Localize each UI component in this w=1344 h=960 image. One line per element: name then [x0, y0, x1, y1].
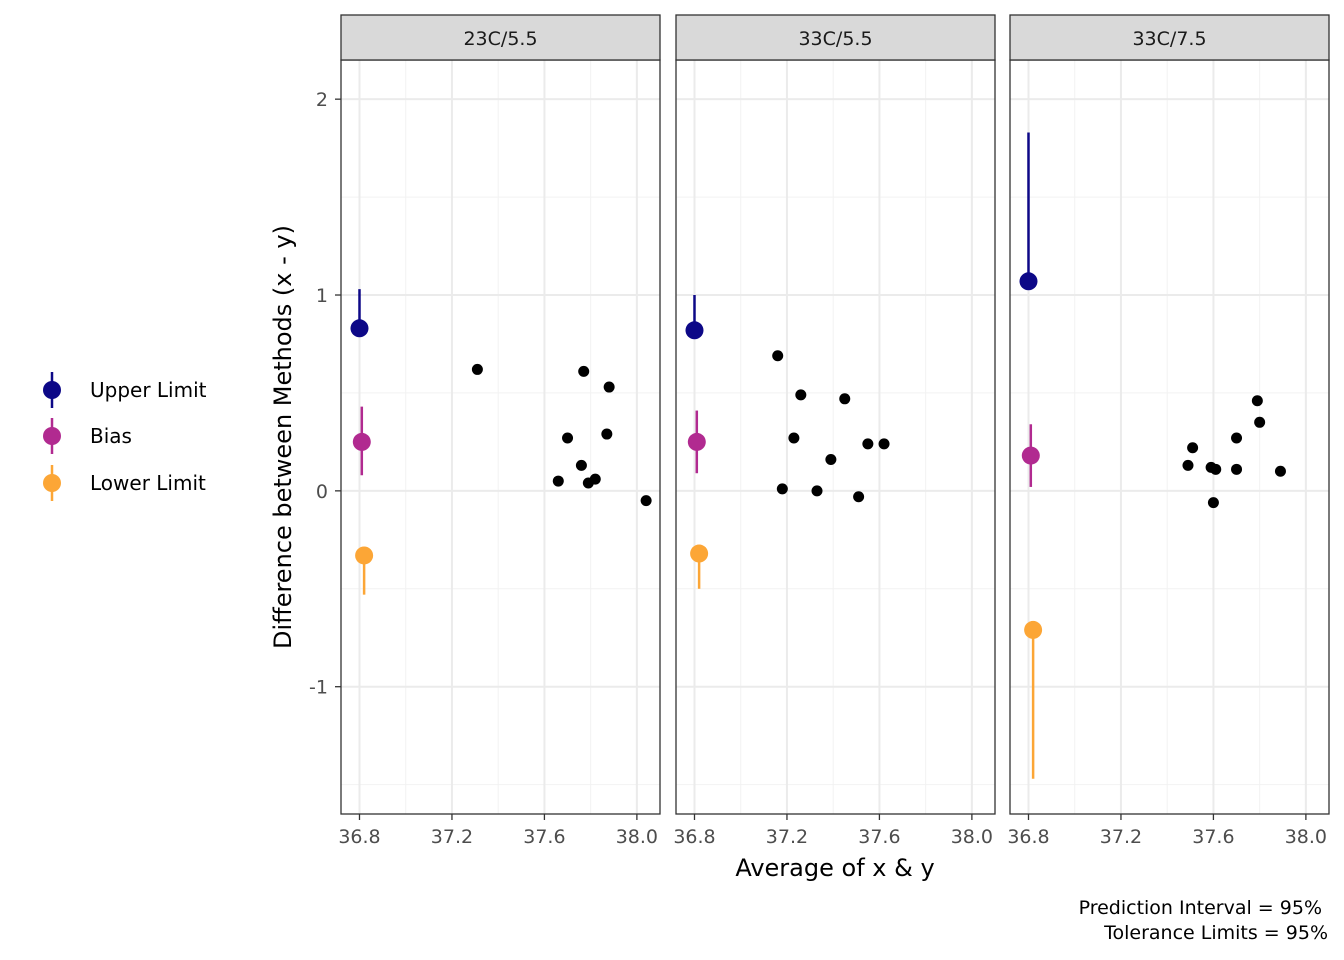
strip-background	[1009, 14, 1330, 61]
x-tick-label: 37.2	[431, 826, 473, 848]
upper-limit-point	[350, 319, 369, 338]
legend-label: Bias	[90, 424, 132, 448]
lower-limit-point	[1024, 620, 1043, 639]
data-point	[601, 428, 613, 440]
x-tick-label: 37.2	[766, 826, 808, 848]
data-point	[603, 381, 615, 393]
x-tick-label: 36.8	[1007, 826, 1049, 848]
legend-label: Lower Limit	[90, 471, 206, 495]
data-point	[640, 495, 652, 507]
data-point	[776, 483, 788, 495]
data-point	[562, 432, 574, 444]
data-point	[589, 473, 601, 485]
data-point	[1210, 463, 1222, 475]
caption-prediction-interval: Prediction Interval = 95%	[1079, 897, 1322, 919]
data-point	[772, 350, 784, 362]
bias-point	[352, 432, 371, 451]
lower-limit-point	[355, 546, 374, 565]
x-tick-label: 37.6	[1192, 826, 1234, 848]
bias-point	[1021, 446, 1040, 465]
legend: Upper Limit Bias Lower Limit	[43, 372, 207, 501]
data-point	[552, 475, 564, 487]
y-tick-label: 0	[316, 481, 328, 503]
legend-item-upper-limit: Upper Limit	[43, 372, 207, 408]
data-point	[1182, 459, 1194, 471]
data-point	[788, 432, 800, 444]
y-tick-label: 2	[316, 89, 328, 111]
data-point	[825, 454, 837, 466]
data-point	[471, 363, 483, 375]
data-point	[853, 491, 865, 503]
x-tick-label: 38.0	[951, 826, 993, 848]
data-point	[811, 485, 823, 497]
lower-limit-point	[690, 544, 709, 563]
panel-background	[676, 60, 995, 814]
y-axis-title: Difference between Methods (x - y)	[269, 225, 297, 649]
data-point	[862, 438, 874, 450]
x-tick-label: 38.0	[616, 826, 658, 848]
data-point	[795, 389, 807, 401]
y-tick-label: -1	[309, 677, 328, 699]
legend-key-point	[43, 381, 61, 399]
data-point	[1274, 465, 1286, 477]
data-point	[578, 365, 590, 377]
y-axis: -1 0 1 2	[309, 89, 341, 699]
panel-23c-5-5: 23C/5.5 36.8 37.2 37.6 38.0	[338, 14, 661, 848]
bias-point	[687, 432, 706, 451]
strip-label: 33C/5.5	[798, 28, 872, 50]
upper-limit-point	[1019, 272, 1038, 291]
data-point	[839, 393, 851, 405]
data-point	[878, 438, 890, 450]
legend-label: Upper Limit	[90, 378, 207, 402]
caption-tolerance-limits: Tolerance Limits = 95%	[1103, 922, 1328, 944]
data-point	[1254, 416, 1266, 428]
data-point	[1207, 497, 1219, 509]
data-point	[575, 459, 587, 471]
data-point	[1231, 432, 1243, 444]
x-tick-label: 38.0	[1285, 826, 1327, 848]
x-tick-label: 37.2	[1100, 826, 1142, 848]
legend-key-point	[43, 427, 61, 445]
y-tick-label: 1	[316, 285, 328, 307]
x-tick-label: 36.8	[673, 826, 715, 848]
strip-label: 33C/7.5	[1132, 28, 1206, 50]
x-axis-title: Average of x & y	[735, 854, 934, 882]
legend-item-lower-limit: Lower Limit	[43, 465, 206, 501]
x-tick-label: 36.8	[338, 826, 380, 848]
panel-background	[1010, 60, 1329, 814]
strip-background	[675, 14, 996, 61]
x-tick-label: 37.6	[858, 826, 900, 848]
data-point	[1187, 442, 1199, 454]
data-point	[1231, 463, 1243, 475]
legend-key-point	[43, 474, 61, 492]
data-point	[1251, 395, 1263, 407]
upper-limit-point	[685, 321, 704, 340]
x-tick-label: 37.6	[523, 826, 565, 848]
facet-panels: 23C/5.5 36.8 37.2 37.6 38.0 33C/5.5 36.8 37.2 37…	[338, 14, 1330, 848]
panel-33c-5-5: 33C/5.5 36.8 37.2 37.6 38.0	[673, 14, 996, 848]
strip-label: 23C/5.5	[463, 28, 537, 50]
panel-33c-7-5: 33C/7.5 36.8 37.2 37.6 38.0	[1007, 14, 1330, 848]
strip-background	[340, 14, 661, 61]
legend-item-bias: Bias	[43, 418, 132, 454]
panel-background	[341, 60, 660, 814]
